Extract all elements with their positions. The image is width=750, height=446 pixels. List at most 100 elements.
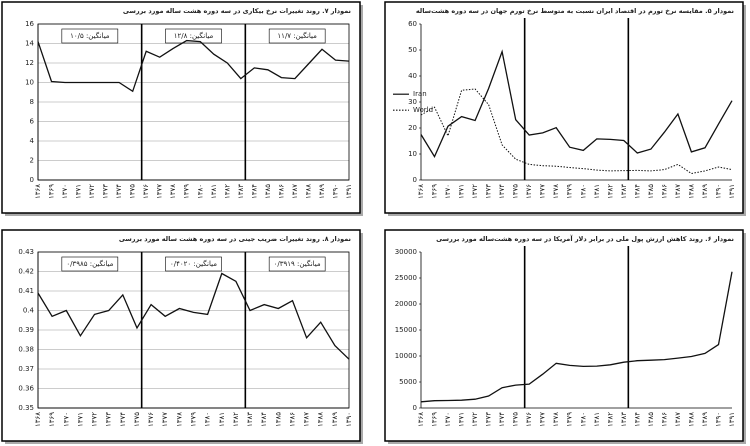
x-tick-label: ۱۳۸۳ [246, 412, 254, 427]
x-tick-label: ۱۳۷۰ [444, 412, 452, 427]
x-tick-label: ۱۳۹۰ [331, 184, 339, 199]
x-tick-label: ۱۳۸۲ [223, 184, 231, 199]
x-tick-label: ۱۳۷۴ [119, 412, 127, 427]
x-tick-label: ۱۳۷۱ [458, 412, 466, 427]
y-tick-label: 0.42 [18, 268, 34, 276]
x-tick-label: ۱۳۸۸ [687, 184, 695, 199]
x-tick-label: ۱۳۷۴ [115, 184, 123, 199]
x-tick-label: ۱۳۸۲ [606, 412, 614, 427]
x-tick-label: ۱۳۹۰ [714, 412, 722, 427]
x-tick-label: ۱۳۸۵ [647, 184, 655, 199]
x-tick-label: ۱۳۷۰ [61, 184, 69, 199]
series-line [37, 39, 350, 93]
x-tick-label: ۱۳۷۵ [512, 184, 520, 199]
x-tick-label: ۱۳۸۱ [593, 412, 601, 427]
y-tick-label: 20 [408, 124, 417, 132]
x-tick-label: ۱۳۸۱ [210, 184, 218, 199]
x-tick-label: ۱۳۷۳ [485, 184, 493, 199]
x-tick-label: ۱۳۸۲ [232, 412, 240, 427]
x-tick-label: ۱۳۸۴ [633, 412, 641, 427]
y-tick-label: 50 [408, 46, 417, 54]
x-tick-label: ۱۳۷۲ [471, 412, 479, 427]
x-tick-label: ۱۳۷۴ [498, 184, 506, 199]
x-tick-label: ۱۳۸۶ [277, 184, 285, 199]
annotation-box [165, 256, 222, 272]
x-tick-label: ۱۳۸۳ [237, 184, 245, 199]
chart-title: نمودار ۸. روند تغییرات ضریب جینی در سه د… [119, 235, 351, 243]
annotation: میانگین: ۱۰/۵ [70, 31, 110, 40]
x-tick-label: ۱۳۷۷ [156, 184, 164, 199]
x-tick-label: ۱۳۶۹ [48, 412, 56, 427]
x-tick-label: ۱۳۶۹ [431, 412, 439, 427]
x-tick-label: ۱۳۸۸ [317, 412, 325, 427]
x-tick-label: ۱۳۹۰ [345, 412, 353, 427]
x-tick-label: ۱۳۷۸ [175, 412, 183, 427]
y-tick-label: 10000 [395, 352, 417, 360]
x-tick-label: ۱۳۸۶ [660, 184, 668, 199]
series-line [420, 49, 733, 158]
y-tick-label: 6 [30, 118, 35, 126]
x-tick-label: ۱۳۸۹ [701, 412, 709, 427]
legend-label: World [413, 106, 433, 114]
x-tick-label: ۱۳۸۶ [288, 412, 296, 427]
x-tick-label: ۱۳۷۶ [142, 184, 150, 199]
x-tick-label: ۱۳۸۹ [318, 184, 326, 199]
annotation-box [268, 28, 326, 44]
x-tick-label: ۱۳۷۶ [147, 412, 155, 427]
x-tick-label: ۱۳۸۱ [218, 412, 226, 427]
x-tick-label: ۱۳۷۲ [88, 184, 96, 199]
annotation: میانگین: ۰/۴۰۲۰ [170, 259, 217, 268]
y-tick-label: 0.43 [18, 248, 34, 256]
y-tick-label: 0.41 [18, 287, 34, 295]
x-tick-label: ۱۳۸۵ [274, 412, 282, 427]
x-tick-label: ۱۳۸۵ [647, 412, 655, 427]
x-tick-label: ۱۳۸۴ [250, 184, 258, 199]
annotation: میانگین: ۱۲/۸ [174, 31, 214, 40]
x-tick-label: ۱۳۸۰ [204, 412, 212, 427]
y-tick-label: 0.37 [18, 365, 34, 373]
x-tick-label: ۱۳۷۷ [539, 184, 547, 199]
chart-title: نمودار ۶. روند کاهش ارزش پول ملی در براب… [436, 234, 734, 243]
annotation: میانگین: ۰/۳۹۸۵ [66, 259, 113, 268]
y-tick-label: 0 [30, 176, 34, 184]
y-tick-label: 60 [408, 20, 417, 28]
annotation: میانگین: ۱۱/۷ [277, 31, 317, 40]
y-tick-label: 0 [413, 404, 417, 412]
x-tick-label: ۱۳۷۷ [539, 412, 547, 427]
x-tick-label: ۱۳۸۹ [701, 184, 709, 199]
x-tick-label: ۱۳۷۳ [485, 412, 493, 427]
x-tick-label: ۱۳۸۴ [260, 412, 268, 427]
x-tick-label: ۱۳۷۵ [512, 412, 520, 427]
x-tick-label: ۱۳۸۸ [304, 184, 312, 199]
x-tick-label: ۱۳۷۳ [105, 412, 113, 427]
y-tick-label: 0.36 [18, 385, 34, 393]
plot-frame [37, 251, 350, 409]
x-tick-label: ۱۳۷۸ [552, 184, 560, 199]
x-tick-label: ۱۳۸۷ [674, 412, 682, 427]
y-tick-label: 14 [25, 40, 34, 48]
y-tick-label: 4 [30, 137, 35, 145]
x-tick-label: ۱۳۷۱ [76, 412, 84, 427]
x-tick-label: ۱۳۷۲ [91, 412, 99, 427]
x-tick-label: ۱۳۷۴ [498, 412, 506, 427]
x-tick-label: ۱۳۷۰ [444, 184, 452, 199]
chart-title: نمودار ۵. مقایسه نرخ تورم در اقتصاد ایرا… [416, 7, 734, 15]
x-tick-label: ۱۳۹۱ [345, 184, 353, 199]
plot-frame [37, 23, 350, 181]
x-tick-label: ۱۳۶۸ [34, 184, 42, 199]
y-tick-label: 16 [25, 20, 34, 28]
x-tick-label: ۱۳۷۶ [525, 412, 533, 427]
series-line [37, 272, 350, 360]
x-tick-label: ۱۳۶۸ [34, 412, 42, 427]
x-tick-label: ۱۳۹۱ [728, 412, 736, 427]
x-tick-label: ۱۳۷۱ [75, 184, 83, 199]
x-tick-label: ۱۳۷۸ [552, 412, 560, 427]
x-tick-label: ۱۳۷۷ [161, 412, 169, 427]
y-tick-label: 30 [408, 98, 417, 106]
x-tick-label: ۱۳۸۸ [687, 412, 695, 427]
y-tick-label: 2 [30, 157, 34, 165]
y-tick-label: 30000 [395, 248, 417, 256]
x-tick-label: ۱۳۶۹ [48, 184, 56, 199]
x-tick-label: ۱۳۸۷ [291, 184, 299, 199]
